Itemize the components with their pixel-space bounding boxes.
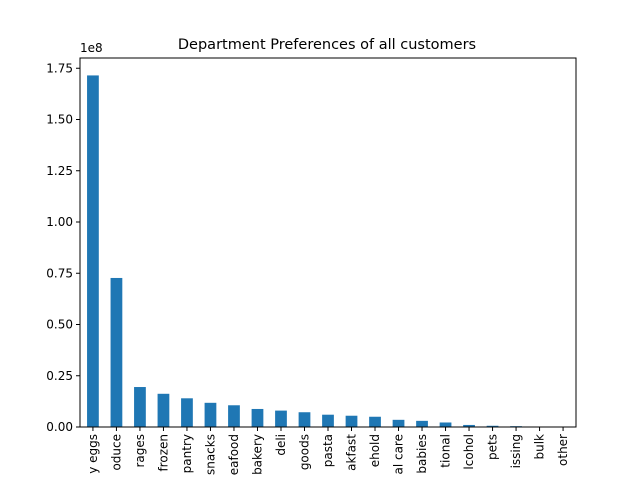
y-tick-label: 0.25 [46,369,73,383]
chart-title: Department Preferences of all customers [178,37,476,53]
x-tick-label: y eggs [86,434,100,474]
x-tick-label: bulk [533,434,547,460]
y-axis: 0.00 0.25 0.50 0.75 1.00 1.25 1.50 1.75 [46,61,80,434]
x-tick-label: ehold [368,434,382,467]
bar [322,414,334,427]
plot-frame [79,57,577,428]
bar [416,420,428,427]
x-tick-label: akfast [345,434,359,471]
x-tick-label: tional [439,434,453,468]
x-tick-label: snacks [203,434,217,475]
bar [369,416,381,427]
bar [228,405,240,427]
bar [110,277,123,427]
x-tick-label: pasta [321,434,335,467]
bar [204,402,217,427]
x-tick-label: eafood [227,434,241,475]
y-tick-label: 1.75 [46,61,73,75]
x-tick-label: babies [415,434,429,474]
bar [181,398,193,427]
x-tick-label: pantry [180,434,194,473]
x-tick-label: goods [297,434,311,470]
bar [157,393,170,427]
x-tick-label: issing [509,434,523,468]
bar [392,419,405,427]
x-tick-label: frozen [156,434,170,472]
bar [275,410,287,427]
bar-series [87,75,569,428]
y-tick-label: 0.75 [46,266,73,280]
bar [298,412,311,427]
y-tick-label: 0.00 [46,420,73,434]
bar [345,415,358,427]
bar [251,408,264,427]
x-tick-label: deli [274,434,288,456]
y-tick-label: 1.25 [46,164,73,178]
y-tick-label: 1.50 [46,113,73,127]
bar [439,422,452,427]
y-tick-label: 0.50 [46,318,73,332]
y-tick-label: 1.00 [46,215,73,229]
x-tick-label: al care [392,434,406,475]
bar [463,424,475,427]
bar [486,425,499,427]
bar [87,75,99,428]
x-tick-label: lcohol [462,434,476,470]
x-tick-label: rages [133,434,147,468]
y-scale-label: 1e8 [80,41,103,55]
bar [134,387,146,427]
x-tick-label: oduce [109,434,123,471]
x-tick-label: bakery [250,434,264,475]
x-tick-label: other [556,434,570,466]
x-axis: y eggs oduce rages frozen pantry snacks eafood… [86,427,570,475]
x-tick-label: pets [486,434,500,460]
